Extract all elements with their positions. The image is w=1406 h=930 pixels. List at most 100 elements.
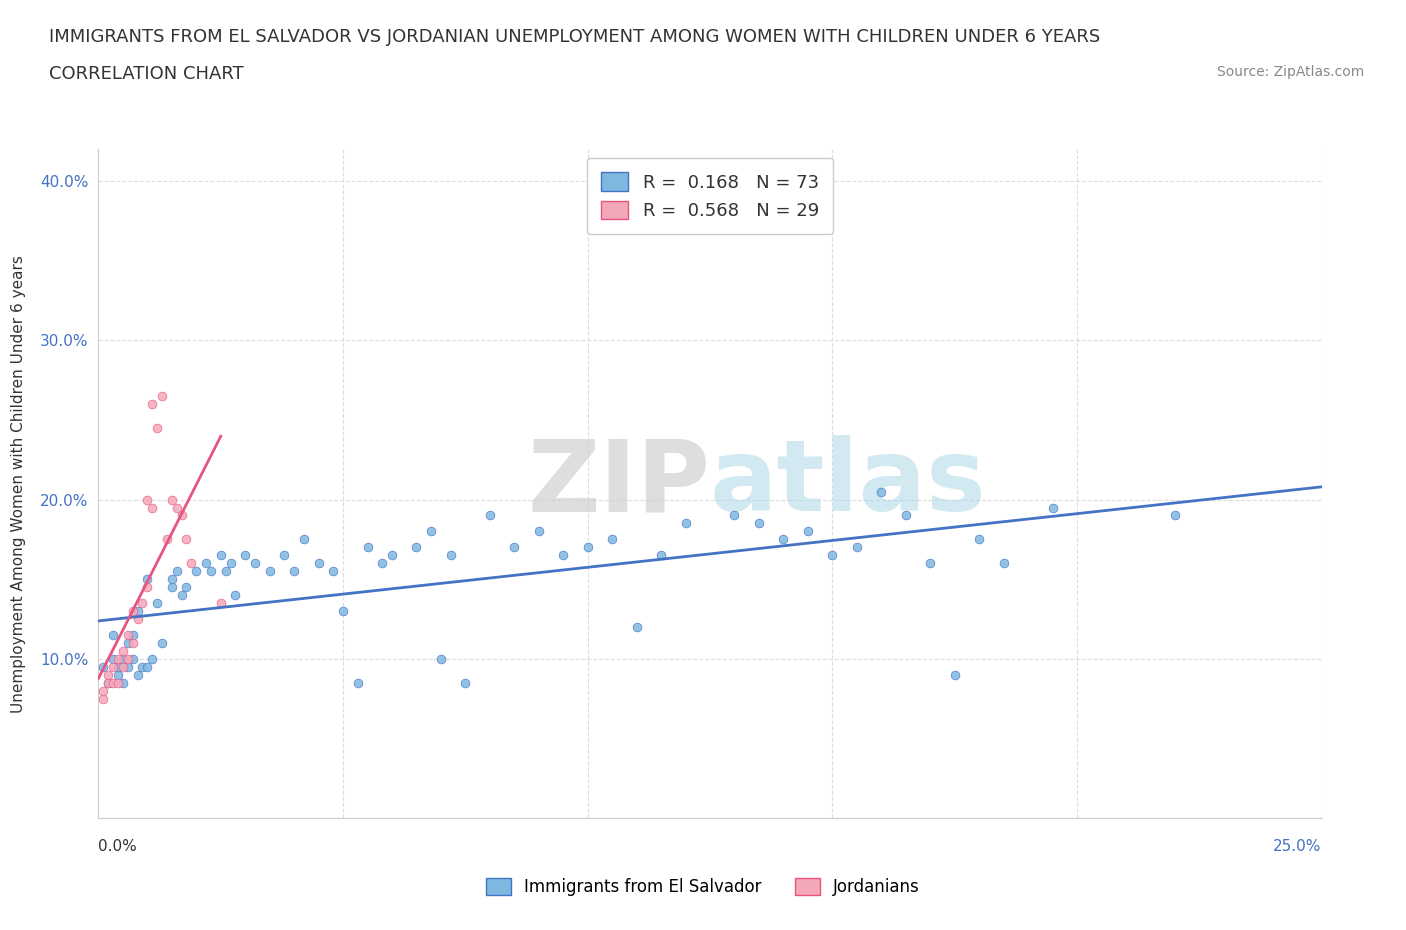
Point	[870, 485, 893, 499]
Point	[131, 596, 153, 611]
Point	[381, 548, 404, 563]
Point	[121, 628, 143, 643]
Point	[219, 556, 242, 571]
Point	[111, 644, 134, 658]
Point	[136, 579, 159, 594]
Point	[576, 540, 599, 555]
Point	[136, 492, 159, 507]
Point	[160, 579, 183, 594]
Text: CORRELATION CHART: CORRELATION CHART	[49, 65, 245, 83]
Point	[97, 675, 120, 690]
Point	[920, 556, 942, 571]
Point	[200, 564, 222, 578]
Legend: Immigrants from El Salvador, Jordanians: Immigrants from El Salvador, Jordanians	[479, 871, 927, 903]
Text: Source: ZipAtlas.com: Source: ZipAtlas.com	[1216, 65, 1364, 79]
Point	[107, 659, 129, 674]
Point	[117, 635, 139, 650]
Point	[180, 556, 202, 571]
Point	[322, 564, 344, 578]
Point	[993, 556, 1015, 571]
Point	[430, 652, 453, 667]
Point	[136, 659, 159, 674]
Point	[160, 492, 183, 507]
Point	[195, 556, 218, 571]
Point	[209, 596, 232, 611]
Point	[209, 548, 232, 563]
Point	[170, 588, 193, 603]
Point	[91, 691, 114, 706]
Point	[117, 659, 139, 674]
Point	[273, 548, 295, 563]
Point	[127, 604, 149, 618]
Point	[420, 524, 443, 538]
Text: IMMIGRANTS FROM EL SALVADOR VS JORDANIAN UNEMPLOYMENT AMONG WOMEN WITH CHILDREN : IMMIGRANTS FROM EL SALVADOR VS JORDANIAN…	[49, 28, 1101, 46]
Point	[166, 500, 188, 515]
Point	[371, 556, 394, 571]
Text: atlas: atlas	[710, 435, 987, 532]
Legend: R =  0.168   N = 73, R =  0.568   N = 29: R = 0.168 N = 73, R = 0.568 N = 29	[586, 158, 834, 234]
Text: 25.0%: 25.0%	[1274, 839, 1322, 854]
Point	[170, 508, 193, 523]
Point	[91, 659, 114, 674]
Point	[101, 659, 124, 674]
Point	[600, 532, 623, 547]
Point	[146, 596, 169, 611]
Point	[111, 675, 134, 690]
Point	[405, 540, 427, 555]
Point	[845, 540, 868, 555]
Point	[943, 668, 966, 683]
Point	[723, 508, 745, 523]
Point	[478, 508, 501, 523]
Point	[186, 564, 208, 578]
Point	[141, 396, 163, 411]
Point	[214, 564, 236, 578]
Point	[821, 548, 844, 563]
Point	[121, 652, 143, 667]
Point	[675, 516, 697, 531]
Point	[967, 532, 990, 547]
Point	[101, 675, 124, 690]
Point	[233, 548, 256, 563]
Point	[292, 532, 315, 547]
Point	[107, 675, 129, 690]
Point	[243, 556, 266, 571]
Point	[117, 628, 139, 643]
Y-axis label: Unemployment Among Women with Children Under 6 years: Unemployment Among Women with Children U…	[11, 255, 27, 712]
Point	[121, 604, 143, 618]
Point	[111, 652, 134, 667]
Point	[440, 548, 463, 563]
Point	[553, 548, 575, 563]
Point	[650, 548, 672, 563]
Point	[797, 524, 820, 538]
Point	[503, 540, 526, 555]
Point	[117, 652, 139, 667]
Point	[224, 588, 246, 603]
Point	[894, 508, 917, 523]
Point	[111, 659, 134, 674]
Point	[1164, 508, 1187, 523]
Point	[141, 500, 163, 515]
Point	[772, 532, 794, 547]
Point	[259, 564, 281, 578]
Point	[156, 532, 179, 547]
Point	[136, 572, 159, 587]
Point	[127, 612, 149, 627]
Point	[166, 564, 188, 578]
Point	[91, 684, 114, 698]
Point	[121, 635, 143, 650]
Text: 0.0%: 0.0%	[98, 839, 138, 854]
Point	[527, 524, 550, 538]
Point	[101, 652, 124, 667]
Point	[356, 540, 378, 555]
Point	[346, 675, 368, 690]
Text: ZIP: ZIP	[527, 435, 710, 532]
Point	[626, 619, 648, 634]
Point	[131, 659, 153, 674]
Point	[150, 635, 173, 650]
Point	[97, 668, 120, 683]
Point	[283, 564, 305, 578]
Point	[308, 556, 330, 571]
Point	[101, 628, 124, 643]
Point	[332, 604, 354, 618]
Point	[454, 675, 477, 690]
